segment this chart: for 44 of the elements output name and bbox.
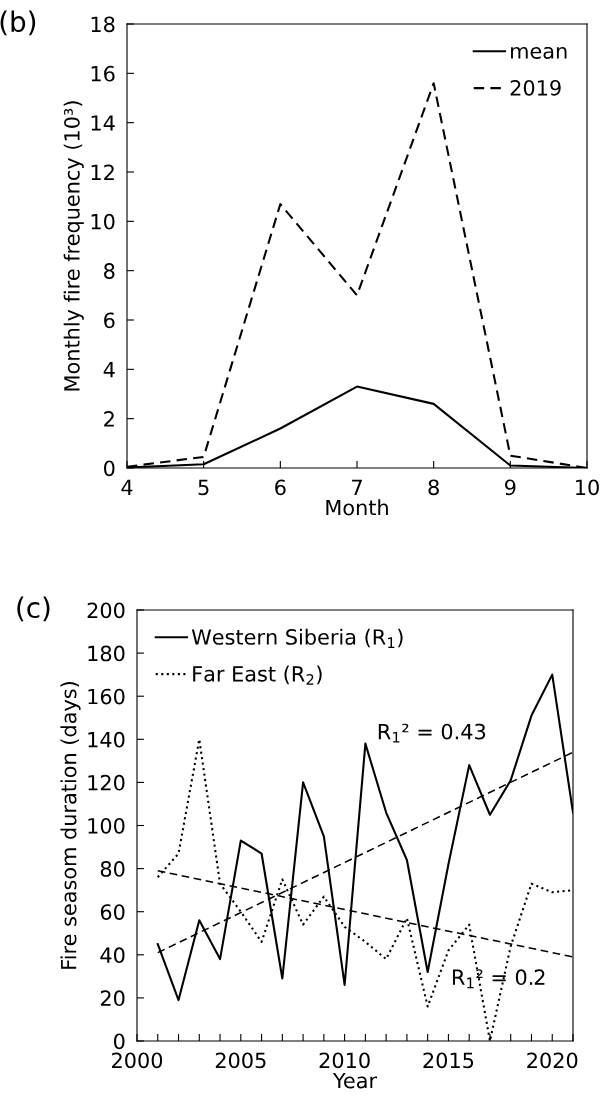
- x-tick-label: 5: [198, 479, 209, 496]
- x-axis-title: Month: [326, 499, 388, 516]
- y-tick-label: 160: [88, 688, 125, 705]
- y-tick-label: 0: [104, 460, 115, 477]
- annotation: R$_{1}$² = 0.2: [452, 969, 545, 989]
- x-axis-title: Year: [332, 1072, 378, 1089]
- y-tick-label: 18: [91, 16, 115, 33]
- legend-label: Western Siberia (R$_{1}$): [191, 628, 403, 648]
- annotation: R$_{1}$² = 0.43: [378, 723, 486, 743]
- y-axis-title: Fire seasom duration (days): [60, 682, 81, 969]
- y-tick-label: 12: [91, 164, 114, 180]
- y-tick-label: 14: [91, 115, 115, 131]
- x-tick-label: 7: [352, 479, 362, 495]
- legend-label: mean: [511, 46, 567, 59]
- y-tick-label: 16: [91, 65, 115, 82]
- y-tick-label: 8: [104, 263, 115, 279]
- y-tick-label: 140: [88, 731, 125, 748]
- y-tick-label: 0: [114, 1033, 125, 1050]
- y-tick-label: 4: [103, 362, 115, 378]
- legend-label: 2019: [510, 79, 561, 96]
- x-tick-label: 2005: [215, 1052, 266, 1069]
- x-tick-label: 2000: [112, 1052, 163, 1069]
- y-tick-label: 20: [100, 990, 125, 1007]
- y-tick-label: 200: [87, 602, 125, 619]
- chart-title: (b): [0, 10, 36, 36]
- x-tick-label: 6: [275, 479, 286, 496]
- y-tick-label: 180: [88, 645, 125, 662]
- chart-title: (c): [17, 596, 50, 622]
- y-tick-label: 100: [88, 817, 125, 834]
- y-tick-label: 80: [100, 861, 125, 877]
- x-tick-label: 8: [428, 479, 439, 496]
- legend-label: Far East (R$_{2}$): [193, 665, 322, 685]
- y-tick-label: 6: [104, 312, 115, 329]
- y-tick-label: 60: [100, 904, 125, 920]
- x-tick-label: 2020: [527, 1052, 578, 1069]
- x-tick-label: 2015: [423, 1052, 474, 1069]
- y-tick-label: 120: [88, 774, 125, 791]
- x-tick-label: 10: [576, 479, 599, 496]
- x-tick-label: 2010: [319, 1052, 370, 1069]
- y-axis-title: Monthly fire frequency (10³): [63, 101, 84, 391]
- y-tick-label: 10: [91, 213, 115, 230]
- y-tick-label: 2: [104, 411, 114, 427]
- y-tick-label: 40: [100, 947, 125, 964]
- x-tick-label: 9: [505, 479, 516, 496]
